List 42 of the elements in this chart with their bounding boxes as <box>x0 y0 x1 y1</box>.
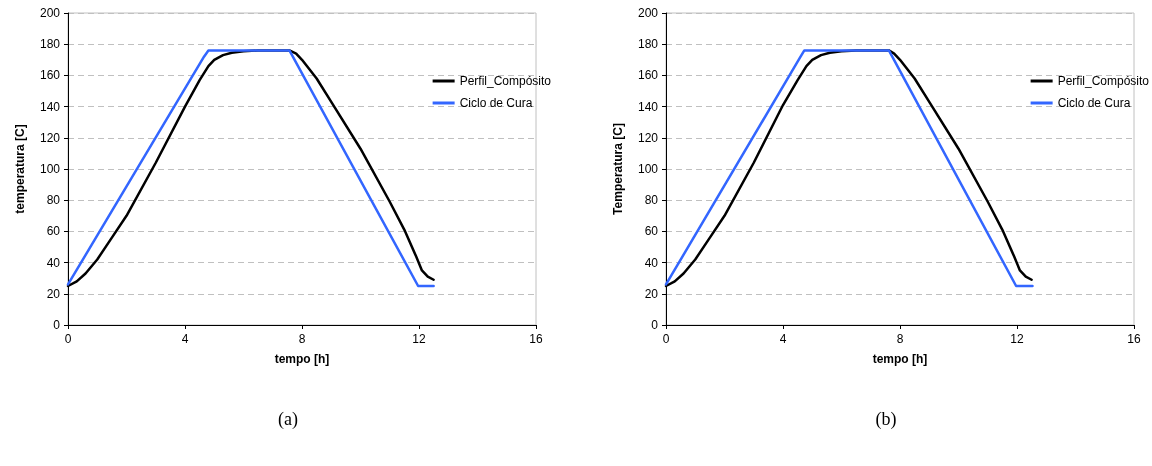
y-tick-label: 40 <box>46 255 61 270</box>
y-tick-label: 160 <box>39 68 61 83</box>
y-tick-label: 200 <box>637 6 659 20</box>
y-tick-label: 80 <box>644 193 659 208</box>
x-tick-label: 0 <box>662 332 670 346</box>
x-tick-label: 12 <box>1010 332 1024 346</box>
x-tick-label: 4 <box>779 332 787 346</box>
x-tick-label: 16 <box>529 332 543 346</box>
x-tick-label: 4 <box>181 332 189 346</box>
y-tick-label: 20 <box>46 286 61 301</box>
x-tick-label: 8 <box>298 332 306 346</box>
y-tick-label: 40 <box>644 255 659 270</box>
y-tick-label: 20 <box>644 286 659 301</box>
y-tick-label: 180 <box>39 37 61 52</box>
y-tick-label: 0 <box>53 318 61 332</box>
y-tick-label: 80 <box>46 193 61 208</box>
y-tick-label: 200 <box>39 6 61 20</box>
y-tick-label: 0 <box>651 318 659 332</box>
y-tick-label: 120 <box>637 130 659 145</box>
legend-label: Ciclo de Cura <box>459 96 533 110</box>
y-tick-label: 160 <box>637 68 659 83</box>
y-axis-title: Temperatura [C] <box>611 123 625 215</box>
y-tick-label: 100 <box>39 162 61 176</box>
x-tick-label: 0 <box>64 332 72 346</box>
x-axis-title: tempo [h] <box>872 352 928 366</box>
y-tick-label: 100 <box>637 162 659 176</box>
x-tick-label: 8 <box>896 332 904 346</box>
y-tick-label: 140 <box>39 99 61 114</box>
legend-label: Perfil_Compósito <box>1057 74 1150 88</box>
x-axis-title: tempo [h] <box>274 352 330 366</box>
y-tick-label: 60 <box>46 224 61 239</box>
y-tick-label: 120 <box>39 130 61 145</box>
text: (b) <box>875 409 897 430</box>
legend-label: Ciclo de Cura <box>1057 96 1131 110</box>
legend-label: Perfil_Compósito <box>459 74 552 88</box>
text: (a) <box>278 409 298 430</box>
x-tick-label: 16 <box>1127 332 1141 346</box>
y-tick-label: 60 <box>644 224 659 239</box>
x-tick-label: 12 <box>412 332 426 346</box>
y-tick-label: 140 <box>637 99 659 114</box>
y-tick-label: 180 <box>637 37 659 52</box>
y-axis-title: temperatura [C] <box>13 124 27 214</box>
